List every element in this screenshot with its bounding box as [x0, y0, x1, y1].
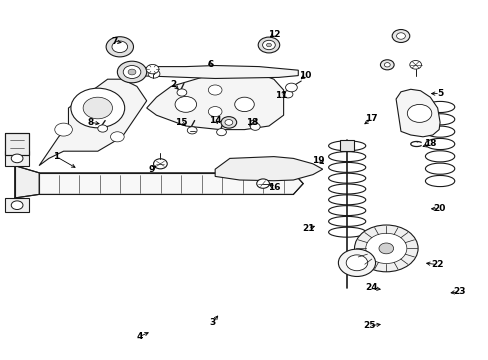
Polygon shape: [5, 198, 29, 212]
Circle shape: [177, 89, 186, 96]
Circle shape: [338, 249, 375, 276]
Polygon shape: [39, 79, 146, 166]
Text: 4: 4: [136, 332, 142, 341]
Circle shape: [380, 60, 393, 70]
Circle shape: [98, 125, 107, 132]
Circle shape: [266, 43, 271, 47]
Text: 19: 19: [311, 156, 324, 165]
Circle shape: [224, 120, 232, 125]
Circle shape: [128, 69, 136, 75]
Text: 5: 5: [436, 89, 442, 98]
Text: 12: 12: [267, 30, 280, 39]
Circle shape: [112, 41, 127, 53]
Text: 9: 9: [148, 165, 155, 174]
Circle shape: [110, 132, 124, 142]
Circle shape: [396, 33, 405, 39]
Text: 15: 15: [174, 118, 187, 127]
Circle shape: [216, 129, 226, 136]
Polygon shape: [215, 157, 322, 181]
Text: 14: 14: [208, 116, 221, 125]
Circle shape: [378, 243, 393, 254]
Text: 8: 8: [87, 118, 93, 127]
Circle shape: [153, 159, 167, 169]
Circle shape: [175, 96, 196, 112]
Circle shape: [262, 40, 275, 50]
Circle shape: [283, 91, 292, 98]
Text: 7: 7: [111, 37, 118, 46]
Text: 25: 25: [362, 321, 375, 330]
Circle shape: [384, 63, 389, 67]
Polygon shape: [15, 166, 39, 198]
Circle shape: [221, 117, 236, 128]
Circle shape: [256, 179, 269, 188]
Circle shape: [71, 88, 124, 128]
Text: 21: 21: [301, 224, 314, 233]
Text: 13: 13: [245, 118, 258, 127]
Polygon shape: [5, 151, 29, 166]
Circle shape: [208, 107, 222, 117]
Circle shape: [208, 85, 222, 95]
Text: 3: 3: [209, 318, 215, 327]
Polygon shape: [39, 173, 303, 194]
Text: 16: 16: [267, 183, 280, 192]
Circle shape: [83, 97, 112, 119]
Polygon shape: [146, 72, 283, 130]
Text: 23: 23: [452, 287, 465, 296]
Text: 18: 18: [423, 139, 436, 148]
Circle shape: [146, 64, 159, 74]
Circle shape: [11, 154, 23, 163]
Circle shape: [285, 83, 297, 92]
Circle shape: [346, 255, 367, 271]
Circle shape: [106, 37, 133, 57]
Polygon shape: [395, 89, 439, 137]
Circle shape: [391, 30, 409, 42]
Circle shape: [187, 127, 197, 134]
Circle shape: [123, 66, 141, 78]
Circle shape: [407, 104, 431, 122]
Polygon shape: [340, 140, 353, 151]
Text: 6: 6: [207, 60, 213, 69]
Circle shape: [250, 123, 260, 130]
Circle shape: [11, 201, 23, 210]
Polygon shape: [5, 133, 29, 155]
Text: 22: 22: [430, 260, 443, 269]
Text: 11: 11: [274, 91, 287, 100]
Circle shape: [234, 97, 254, 112]
Circle shape: [55, 123, 72, 136]
Polygon shape: [129, 66, 298, 78]
Circle shape: [365, 233, 406, 264]
Text: 2: 2: [170, 80, 176, 89]
Circle shape: [354, 225, 417, 272]
Circle shape: [117, 61, 146, 83]
Text: 24: 24: [365, 284, 377, 292]
Text: 20: 20: [432, 204, 445, 213]
Text: 10: 10: [299, 71, 311, 80]
Circle shape: [409, 60, 421, 69]
Text: 1: 1: [53, 152, 59, 161]
Circle shape: [258, 37, 279, 53]
Text: 17: 17: [365, 114, 377, 123]
Circle shape: [148, 69, 160, 78]
